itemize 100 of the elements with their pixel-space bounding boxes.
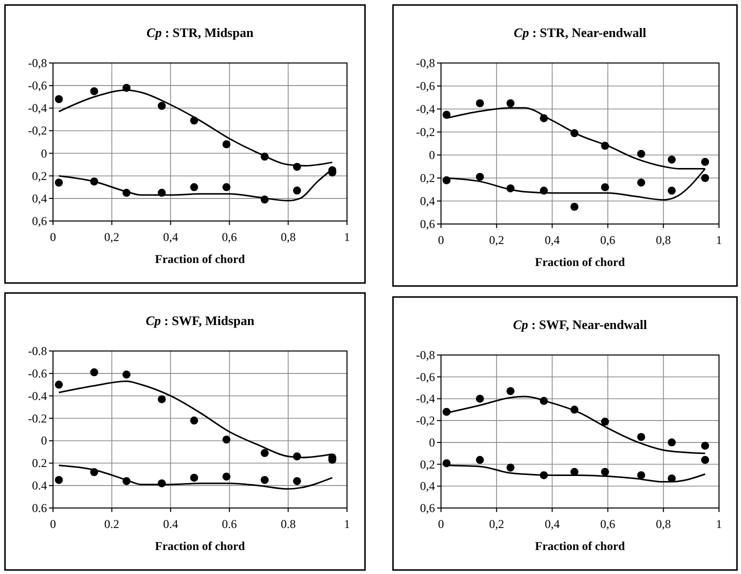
point xyxy=(190,474,198,482)
y-tick-label: 0,4 xyxy=(420,479,435,494)
y-tick-label: -0,6 xyxy=(28,78,47,93)
y-tick-label: 0.6 xyxy=(32,501,47,515)
point xyxy=(601,183,610,192)
y-tick-label: 0.2 xyxy=(32,456,47,470)
point xyxy=(90,368,98,376)
point xyxy=(476,394,484,403)
point xyxy=(222,183,230,192)
x-axis-title: Fraction of chord xyxy=(535,255,626,269)
chart-title: Cp : SWF, Midspan xyxy=(146,313,256,328)
x-tick-label: 0,6 xyxy=(600,517,616,531)
x-tick-label: 0.2 xyxy=(104,517,120,531)
point xyxy=(190,183,198,192)
point xyxy=(260,449,269,458)
y-tick-label: -0.2 xyxy=(28,411,47,426)
point xyxy=(668,186,676,195)
point xyxy=(260,476,269,484)
point xyxy=(122,370,130,379)
y-tick-label: -0,8 xyxy=(416,56,435,70)
y-tick-label: 0,6 xyxy=(420,217,435,231)
y-tick-label: -0.6 xyxy=(28,366,47,380)
point xyxy=(476,99,484,108)
x-tick-label: 0.4 xyxy=(163,517,178,531)
x-tick-label: 1 xyxy=(344,517,350,531)
x-tick-label: 0 xyxy=(50,230,56,244)
x-tick-label: 0,2 xyxy=(489,233,504,247)
x-tick-label: 0,8 xyxy=(656,517,671,531)
x-tick-label: 0 xyxy=(50,517,56,531)
point xyxy=(668,156,676,164)
point xyxy=(222,436,230,444)
y-tick-label: 0,4 xyxy=(32,191,47,206)
chart-title: Cp : SWF, Near-endwall xyxy=(512,317,648,332)
x-tick-label: 0,2 xyxy=(489,517,504,531)
x-tick-label: 0,4 xyxy=(163,230,178,244)
point xyxy=(701,158,710,166)
x-tick-label: 1 xyxy=(716,233,722,247)
point xyxy=(476,456,484,464)
x-tick-label: 0,6 xyxy=(600,233,616,247)
x-tick-label: 1 xyxy=(716,517,722,531)
y-tick-label: -0.4 xyxy=(28,388,47,403)
point xyxy=(476,172,484,181)
point xyxy=(506,387,514,396)
point xyxy=(222,140,230,148)
y-tick-label: -0,4 xyxy=(416,102,435,116)
x-tick-label: 0.8 xyxy=(280,517,296,531)
line-series xyxy=(58,464,334,490)
chart-title: Cp : STR, Near-endwall xyxy=(514,25,647,40)
y-tick-label: -0,6 xyxy=(416,370,435,384)
point xyxy=(637,432,646,441)
y-tick-label: -0,4 xyxy=(28,101,47,116)
y-tick-label: -0,2 xyxy=(416,414,435,428)
x-tick-label: 0 xyxy=(438,517,444,531)
point xyxy=(158,102,166,110)
y-tick-label: 0,2 xyxy=(420,457,435,472)
x-axis-title: Fraction of chord xyxy=(155,539,246,553)
point xyxy=(506,464,514,472)
x-axis-title: Fraction of chord xyxy=(155,252,246,266)
x-axis-title: Fraction of chord xyxy=(535,539,626,553)
point xyxy=(637,471,646,480)
x-tick-label: 0,6 xyxy=(222,230,237,244)
point xyxy=(54,380,63,389)
point xyxy=(54,95,63,104)
y-tick-label: -0,2 xyxy=(28,124,47,138)
point xyxy=(222,472,230,481)
point xyxy=(701,442,710,450)
chart-title: Cp : STR, Midspan xyxy=(146,25,254,40)
y-tick-label: 0 xyxy=(41,434,47,448)
y-tick-label: -0.8 xyxy=(28,344,47,358)
y-tick-label: 0 xyxy=(429,148,435,162)
x-tick-label: 0,8 xyxy=(280,230,296,244)
x-tick-label: 0,2 xyxy=(104,230,120,244)
point xyxy=(570,202,578,211)
point xyxy=(637,178,646,187)
point xyxy=(293,186,302,195)
point xyxy=(601,418,610,426)
point xyxy=(54,476,63,484)
y-tick-label: 0,4 xyxy=(420,194,435,208)
point xyxy=(293,477,302,486)
point xyxy=(190,416,198,425)
x-tick-label: 0,4 xyxy=(544,233,560,247)
y-tick-label: 0,2 xyxy=(420,171,435,185)
y-tick-label: 0 xyxy=(41,146,47,160)
point xyxy=(90,87,98,96)
point xyxy=(701,456,710,464)
point xyxy=(506,99,514,108)
y-tick-label: 0 xyxy=(429,435,435,450)
y-tick-label: -0,4 xyxy=(416,392,435,406)
x-tick-label: 0,8 xyxy=(656,233,671,247)
point xyxy=(158,395,166,404)
point xyxy=(701,174,710,182)
point xyxy=(637,150,646,158)
y-tick-label: -0,2 xyxy=(416,125,435,139)
point xyxy=(668,438,676,446)
y-tick-label: -0,8 xyxy=(28,56,47,70)
y-tick-label: 0,6 xyxy=(32,214,47,228)
x-tick-label: 0.6 xyxy=(222,517,237,531)
y-tick-label: 0.4 xyxy=(32,478,47,493)
x-tick-label: 0,4 xyxy=(544,517,560,531)
point xyxy=(54,178,63,187)
